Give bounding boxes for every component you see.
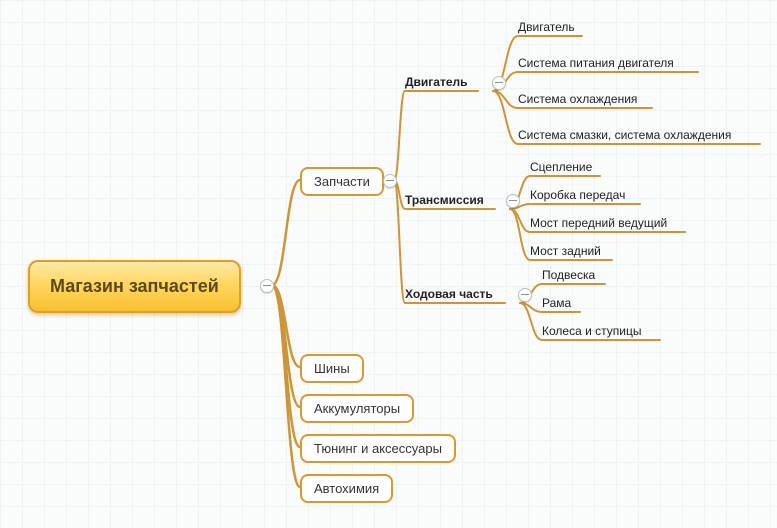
l2-node-dvig[interactable]: Двигатель [405, 75, 468, 89]
leaf-node[interactable]: Коробка передач [530, 188, 625, 202]
mindmap-canvas: Магазин запчастей Запчасти Шины Аккумулято… [0, 0, 777, 528]
l2-node-hod[interactable]: Ходовая часть [405, 287, 493, 301]
collapse-toggle-icon[interactable] [260, 279, 274, 293]
collapse-toggle-icon[interactable] [383, 174, 397, 188]
collapse-toggle-icon[interactable] [506, 194, 520, 208]
l1-node-zap[interactable]: Запчасти [300, 167, 384, 196]
l1-node-tun[interactable]: Тюнинг и аксессуары [300, 434, 456, 463]
l1-node-avt[interactable]: Автохимия [300, 474, 393, 503]
collapse-toggle-icon[interactable] [492, 76, 506, 90]
leaf-node[interactable]: Мост передний ведущий [530, 216, 667, 230]
root-node[interactable]: Магазин запчастей [28, 260, 241, 313]
leaf-node[interactable]: Система охлаждения [518, 92, 637, 106]
leaf-node[interactable]: Колеса и ступицы [542, 324, 641, 338]
leaf-node[interactable]: Система питания двигателя [518, 56, 674, 70]
leaf-node[interactable]: Сцепление [530, 160, 592, 174]
leaf-node[interactable]: Подвеска [542, 268, 595, 282]
collapse-toggle-icon[interactable] [518, 288, 532, 302]
leaf-node[interactable]: Мост задний [530, 244, 601, 258]
leaf-node[interactable]: Рама [542, 296, 571, 310]
leaf-node[interactable]: Двигатель [518, 20, 575, 34]
l1-node-shi[interactable]: Шины [300, 354, 364, 383]
l1-node-akk[interactable]: Аккумуляторы [300, 394, 414, 423]
l2-node-trans[interactable]: Трансмиссия [405, 193, 484, 207]
leaf-node[interactable]: Система смазки, система охлаждения [518, 128, 731, 142]
